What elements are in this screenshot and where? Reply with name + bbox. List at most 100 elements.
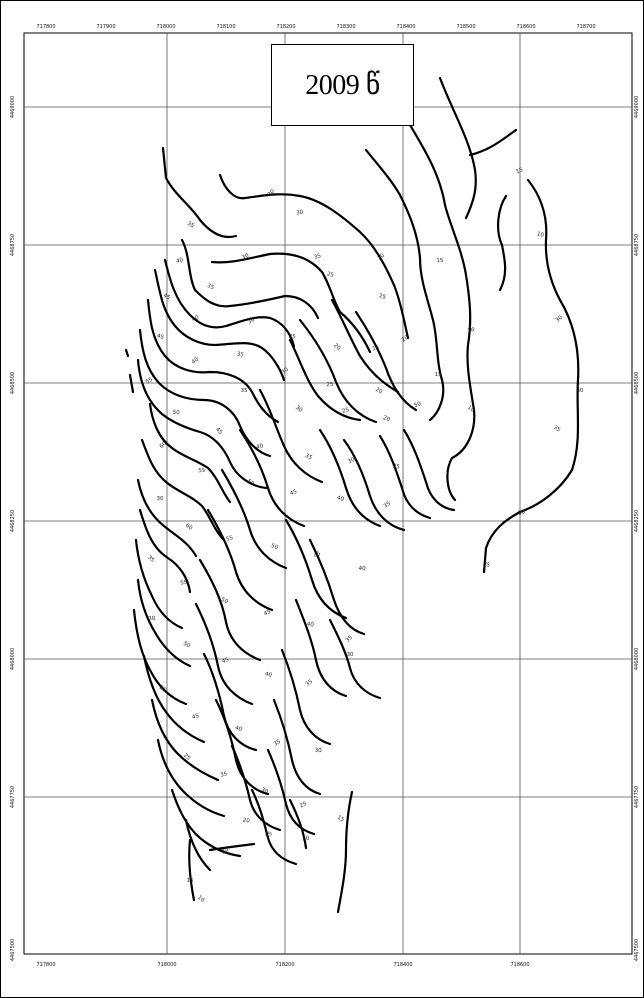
contour-line: [354, 310, 418, 412]
contour-value-label: 40: [358, 566, 366, 573]
contour-line: [342, 438, 406, 532]
contour-value-label: 20: [302, 836, 310, 843]
contour-value-label: 20: [377, 252, 387, 261]
contour-value-label: 45: [214, 427, 224, 437]
contour-value-label: 30: [294, 405, 304, 414]
top-tick-label: 717900: [96, 24, 115, 30]
bottom-tick-label: 718000: [157, 962, 176, 968]
contour-value-label: 40: [264, 671, 273, 679]
contour-lines: [124, 76, 580, 914]
contour-value-label: 30: [260, 787, 269, 796]
contour-line: [184, 818, 212, 872]
contour-line: [258, 388, 324, 484]
contour-value-label: 45: [156, 333, 165, 341]
contour-line: [136, 478, 198, 558]
contour-line: [284, 518, 348, 620]
top-tick-label: 718100: [216, 24, 235, 30]
contour-value-label: 25: [299, 801, 308, 810]
contour-line: [128, 373, 135, 394]
contour-line: [402, 428, 456, 512]
contour-value-label: 30: [517, 509, 526, 517]
contour-line: [238, 428, 306, 528]
contour-value-label: 35: [146, 555, 156, 564]
contour-value-label: 30: [241, 253, 250, 262]
contour-line: [188, 838, 196, 902]
left-tick-label: 4468250: [10, 510, 16, 532]
contour-value-label: 25: [326, 271, 335, 279]
contour-value-label: 20: [401, 334, 411, 343]
contour-value-label: 10: [466, 405, 476, 414]
bottom-tick-label: 718600: [510, 962, 529, 968]
contour-line: [161, 146, 238, 239]
contour-value-label: 15: [336, 815, 345, 824]
contour-line: [328, 618, 382, 700]
contour-value-label: 40: [191, 315, 200, 324]
contour-value-label: 25: [158, 685, 168, 694]
contour-value-label: 20: [242, 818, 250, 825]
contour-value-label: 45: [289, 489, 298, 497]
contour-value-label: 25: [482, 561, 491, 569]
right-tick-label: 4468250: [634, 510, 640, 532]
contour-value-label: 55: [180, 579, 189, 586]
contour-line: [146, 298, 280, 424]
contour-value-label: 35: [273, 738, 283, 747]
contour-value-label: 30: [314, 748, 322, 755]
contour-value-labels: 30 30 35 30 25 20 15 10 35 25 20 15 10 40 35 30 25 20 15 45…: [145, 167, 584, 904]
contour-value-label: 45: [313, 550, 323, 559]
contour-value-label: 60: [184, 523, 194, 532]
contour-line: [206, 508, 274, 612]
coordinate-tick-labels: 717800 717900 718000 718100 718200 718300 7184…: [10, 24, 640, 968]
contour-line: [336, 790, 354, 914]
contour-value-label: 50: [413, 401, 422, 409]
contour-line: [136, 358, 268, 490]
contour-value-label: 55: [198, 468, 206, 475]
top-tick-label: 718200: [276, 24, 295, 30]
contour-value-label: 55: [145, 377, 155, 386]
contour-line: [288, 798, 308, 850]
contour-value-label: 35: [345, 634, 355, 644]
contour-line: [148, 402, 232, 504]
contour-value-label: 30: [148, 616, 156, 623]
contour-line: [150, 698, 220, 782]
contour-value-label: 35: [313, 253, 322, 261]
contour-value-label: 30: [347, 457, 356, 466]
contour-value-label: 45: [221, 657, 230, 665]
contour-line: [364, 148, 445, 422]
contour-value-label: 40: [234, 725, 243, 733]
right-tick-label: 4468000: [634, 648, 640, 670]
contour-value-label: 40: [176, 257, 185, 265]
contour-value-label: 40: [191, 356, 201, 365]
bottom-tick-label: 718200: [275, 962, 294, 968]
contour-line: [134, 538, 184, 630]
right-tick-label: 4469000: [634, 96, 640, 118]
contour-value-label: 50: [182, 641, 192, 650]
contour-value-label: 15: [436, 258, 444, 264]
left-tick-label: 4468000: [10, 648, 16, 670]
contour-value-label: 30: [576, 388, 584, 394]
contour-line: [408, 123, 476, 502]
contour-value-label: 10: [196, 895, 206, 904]
top-tick-label: 718600: [516, 24, 535, 30]
contour-line: [170, 788, 242, 858]
contour-line: [468, 128, 518, 157]
top-tick-label: 718300: [336, 24, 355, 30]
contour-line: [180, 238, 320, 320]
contour-value-label: 10: [466, 325, 476, 334]
contour-value-label: 25: [182, 753, 192, 762]
top-tick-label: 718000: [156, 24, 175, 30]
right-tick-label: 4468500: [634, 372, 640, 394]
contour-value-label: 35: [220, 771, 229, 778]
map-title-box: 2009 წ: [271, 44, 414, 126]
contour-line: [272, 698, 322, 796]
contour-value-label: 45: [162, 293, 171, 302]
left-tick-label: 4467750: [10, 786, 16, 808]
contour-line: [266, 748, 316, 836]
contour-line: [250, 788, 298, 866]
contour-line: [220, 468, 288, 570]
contour-value-label: 50: [172, 410, 180, 417]
top-tick-label: 718400: [396, 24, 415, 30]
contour-line: [280, 648, 332, 746]
contour-value-label: 15: [186, 878, 194, 884]
contour-value-label: 35: [383, 500, 393, 509]
